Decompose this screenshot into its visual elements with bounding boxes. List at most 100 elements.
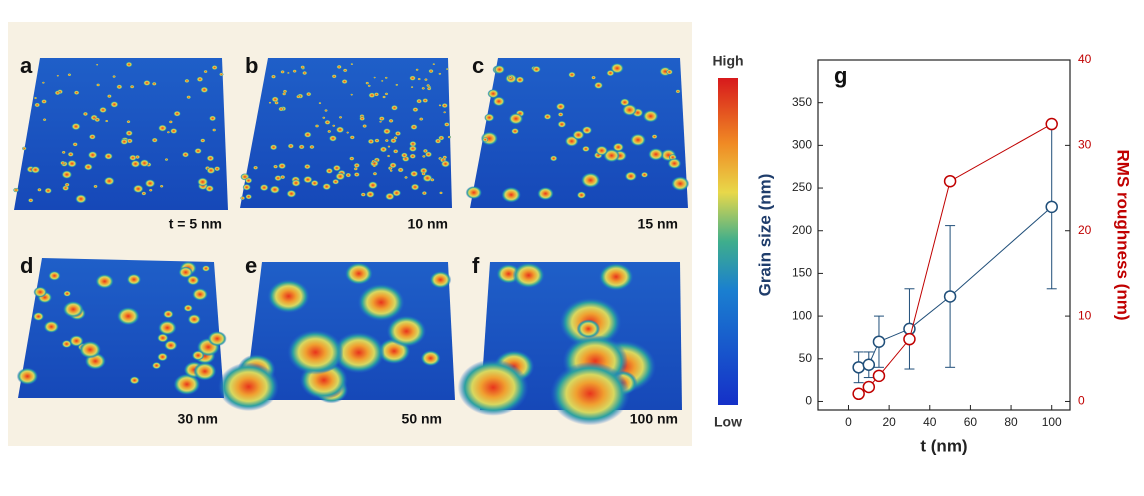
y-tick-label: 150 [792, 266, 812, 280]
afm-grain [192, 288, 208, 301]
afm-grain [144, 179, 156, 188]
data-point [872, 335, 886, 348]
y-tick-label: 250 [792, 180, 812, 194]
afm-grain [318, 101, 322, 105]
series-line [858, 123, 1052, 395]
afm-grain [404, 175, 408, 180]
afm-grain [292, 69, 297, 73]
afm-grain [42, 118, 47, 122]
afm-grain [139, 159, 150, 168]
afm-grain [61, 339, 72, 349]
panel-caption: 30 nm [178, 411, 218, 427]
afm-image [218, 262, 455, 412]
afm-grain [389, 169, 393, 173]
afm-grain [302, 70, 308, 76]
afm-grain [287, 143, 295, 149]
afm-grain [206, 166, 216, 175]
x-tick-label: 0 [845, 415, 852, 429]
afm-grain [278, 106, 285, 112]
afm-grain [173, 373, 201, 396]
afm-grain [371, 159, 376, 164]
y-tick-label: 200 [792, 223, 812, 237]
afm-grain [99, 106, 107, 114]
afm-grain [557, 120, 567, 128]
data-point [862, 358, 876, 372]
afm-grain [671, 176, 690, 191]
afm-grain [87, 151, 98, 159]
afm-grain [205, 185, 215, 193]
afm-grain [259, 184, 269, 192]
afm-grain [642, 109, 659, 123]
afm-grain [385, 192, 395, 201]
afm-grain [367, 181, 378, 190]
afm-image [465, 58, 690, 208]
afm-grain [384, 76, 388, 80]
y2-tick-label: 0 [1078, 394, 1085, 408]
afm-grain [443, 122, 450, 127]
afm-grain [79, 340, 102, 359]
afm-grain [430, 178, 435, 182]
afm-grain [126, 120, 131, 124]
afm-grain [298, 144, 305, 150]
afm-grain [441, 102, 449, 109]
data-point [852, 387, 865, 401]
afm-grain [394, 130, 402, 137]
x-tick-label: 60 [964, 415, 978, 429]
afm-grain [508, 112, 524, 125]
afm-grain [595, 145, 608, 156]
afm-grain [389, 162, 397, 169]
afm-grain [409, 75, 416, 81]
afm-grain [424, 151, 433, 158]
afm-grain [408, 145, 417, 152]
afm-grain [95, 63, 99, 66]
afm-grain [365, 190, 375, 198]
afm-grain [71, 122, 81, 131]
data-point [872, 369, 886, 383]
afm-grain [73, 90, 80, 95]
afm-grain [374, 138, 380, 143]
afm-grain [324, 119, 331, 125]
afm-grain [194, 147, 202, 154]
afm-grain [158, 320, 177, 336]
afm-grain [359, 116, 366, 121]
afm-grain [372, 164, 377, 168]
panel-label: b [245, 53, 258, 78]
panel-label: d [20, 253, 33, 278]
afm-grain [67, 73, 72, 77]
afm-image [16, 258, 227, 398]
afm-grain [274, 100, 279, 105]
afm-grain [630, 133, 646, 147]
afm-grain [129, 154, 137, 161]
afm-grain [200, 138, 206, 143]
afm-grain [27, 198, 34, 203]
afm-grain [332, 164, 341, 172]
afm-grain [357, 283, 405, 322]
afm-grain [568, 71, 576, 78]
afm-grain [373, 92, 380, 97]
afm-grain [421, 171, 426, 176]
y2-tick-label: 40 [1078, 52, 1092, 66]
afm-grain [390, 137, 397, 144]
afm-grain [338, 115, 343, 119]
afm-grain [141, 191, 147, 196]
panel-caption: 50 nm [402, 411, 442, 427]
afm-grain [252, 165, 259, 170]
data-point [903, 332, 916, 346]
afm-grain [341, 78, 348, 85]
afm-grain [494, 65, 505, 74]
afm-grain [368, 92, 376, 99]
afm-grain [69, 335, 84, 347]
afm-grain [392, 189, 402, 197]
afm-grain [309, 144, 315, 150]
afm-grain [386, 315, 427, 348]
afm-grain [422, 98, 429, 103]
afm-grain [37, 187, 42, 192]
afm-grain [269, 185, 280, 194]
afm-grain [591, 75, 597, 80]
afm-grain [303, 163, 311, 170]
afm-grain [543, 113, 552, 120]
afm-grain [421, 190, 428, 196]
afm-grain [487, 89, 499, 99]
x-axis-label: t (nm) [920, 436, 967, 455]
afm-grain [532, 65, 541, 73]
